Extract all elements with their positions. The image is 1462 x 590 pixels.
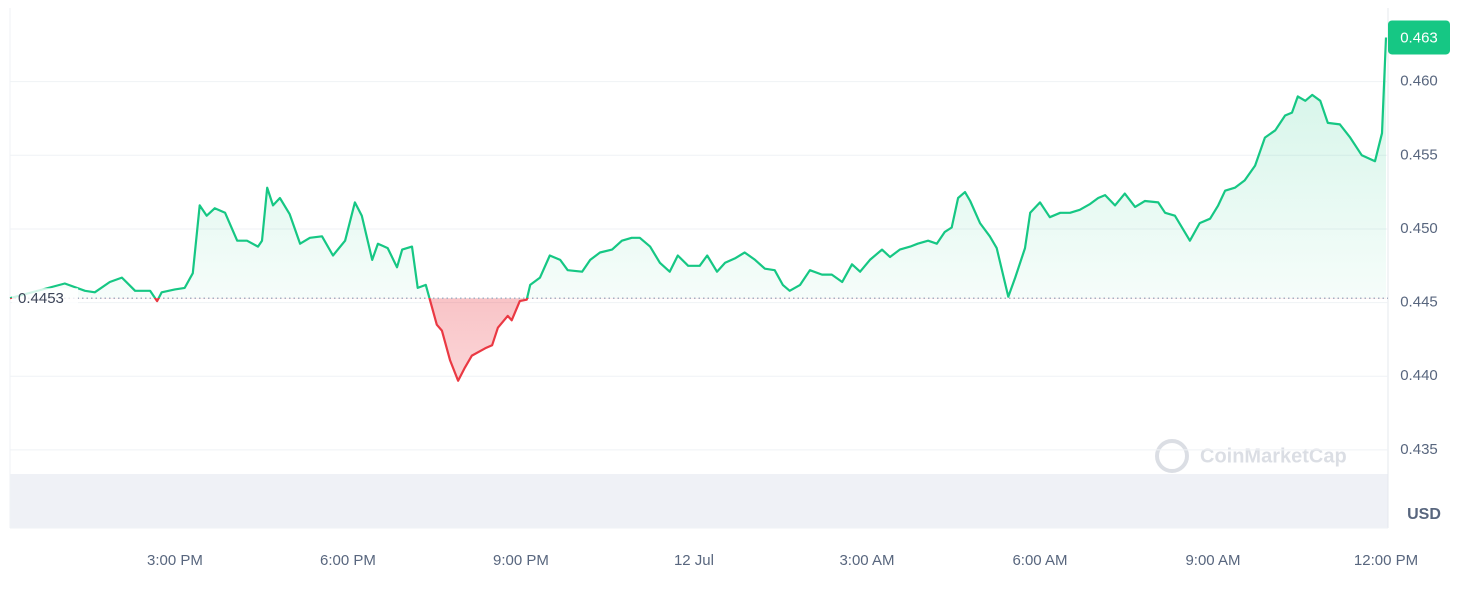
y-tick-label: 0.440 [1400,367,1438,384]
x-tick-label: 9:00 PM [493,552,549,569]
price-line [9,37,1388,382]
x-tick-label: 9:00 AM [1185,552,1240,569]
y-tick-label: 0.450 [1400,220,1438,237]
watermark-logo [1155,439,1189,473]
area-fill [10,37,1386,381]
y-tick-label: 0.445 [1400,294,1438,311]
current-price-label: 0.463 [1400,29,1438,46]
watermark: CoinMarketCap [1200,445,1347,467]
baseline-label-bg [12,288,78,309]
y-axis-label: USD [1407,506,1441,523]
x-tick-label: 6:00 PM [320,552,376,569]
x-tick-label: 3:00 AM [839,552,894,569]
watermark-group: CoinMarketCap [1155,439,1347,473]
y-tick-label: 0.460 [1400,73,1438,90]
x-tick-label: 6:00 AM [1012,552,1067,569]
baseline-label: 0.4453 [18,290,64,307]
y-tick-label: 0.435 [1400,441,1438,458]
current-price-tag [1388,20,1450,55]
volume-band [10,474,1388,528]
x-tick-label: 12 Jul [674,552,714,569]
x-tick-label: 12:00 PM [1354,552,1418,569]
y-tick-label: 0.455 [1400,146,1438,163]
x-tick-label: 3:00 PM [147,552,203,569]
